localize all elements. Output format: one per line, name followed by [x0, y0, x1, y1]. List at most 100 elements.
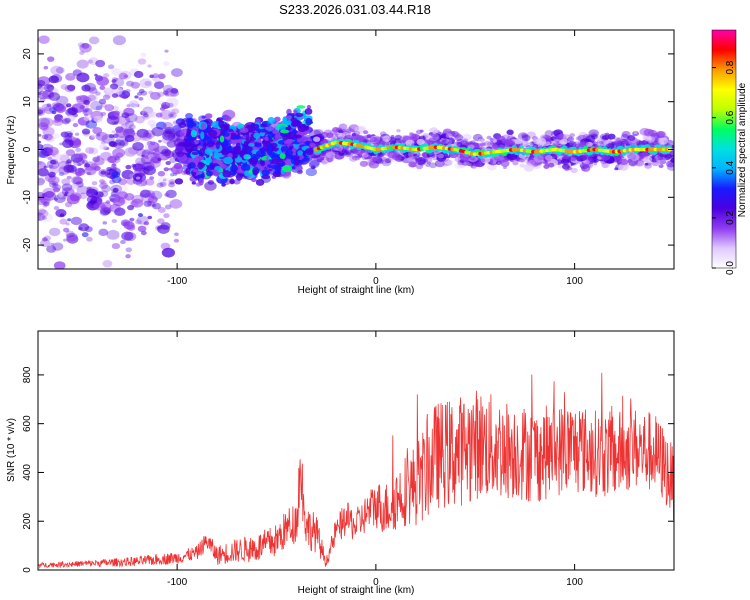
spectral-blob [42, 187, 56, 198]
spectral-blob [185, 167, 192, 175]
spectral-blob [59, 213, 65, 217]
spectral-blob [305, 140, 310, 146]
spectral-blob [169, 113, 175, 118]
spectral-blob [223, 156, 233, 165]
spectral-blob [440, 139, 449, 146]
spectral-blob [310, 165, 316, 170]
spectral-blob [146, 151, 153, 156]
spectral-blob [219, 135, 225, 143]
spectral-blob [149, 111, 158, 118]
spectral-blob [173, 238, 180, 243]
spectral-blob [70, 183, 79, 190]
spectral-blob [111, 93, 119, 98]
spectral-blob [519, 137, 529, 145]
spectral-blob [111, 77, 118, 82]
spectral-blob [38, 35, 50, 44]
spectral-blob [505, 153, 514, 159]
spectral-blob [359, 160, 368, 167]
spectral-blob [53, 183, 58, 187]
spectral-blob [44, 191, 55, 198]
spectral-blob [166, 109, 176, 116]
spectral-blob [559, 134, 567, 140]
spectral-blob [147, 64, 152, 68]
spectral-blob [292, 119, 302, 127]
spectral-blob [215, 141, 220, 150]
spectral-blob [38, 161, 47, 171]
spectral-blob [293, 134, 303, 139]
spectral-blob [110, 191, 119, 197]
spectral-blob [255, 179, 265, 186]
spectral-blob [126, 104, 131, 108]
spectral-blob [244, 170, 250, 177]
spectral-blob [66, 159, 72, 164]
spectral-blob [161, 104, 168, 109]
spectral-blob [492, 144, 498, 150]
spectral-blob [51, 110, 57, 115]
spectral-blob [151, 126, 165, 137]
spectral-blob [381, 158, 392, 167]
spectral-blob [64, 84, 75, 93]
spectral-blob [560, 158, 570, 165]
spectral-blob [48, 164, 54, 169]
spectral-blob [61, 183, 73, 192]
spectral-blob [174, 178, 184, 185]
spectral-blob [135, 157, 146, 166]
spectral-blob [38, 122, 49, 130]
spectral-blob [415, 160, 421, 164]
spectral-blob [38, 109, 44, 115]
spectral-blob [147, 195, 158, 204]
spectral-blob [363, 130, 369, 135]
spectral-blob [80, 72, 86, 77]
spectral-blob [126, 178, 136, 185]
spectral-blob [492, 139, 497, 143]
spectral-blob [131, 198, 144, 208]
spectral-blob [79, 43, 92, 53]
spectral-blob [500, 160, 510, 167]
spectral-blob [165, 153, 172, 159]
spectral-blob [607, 133, 616, 140]
spectral-blob [414, 156, 423, 162]
spectral-blob [157, 176, 170, 186]
spectral-blob [112, 196, 126, 207]
spectral-blob [519, 163, 525, 168]
spectral-blob [41, 134, 49, 140]
spectral-blob [134, 95, 139, 99]
spectral-blob [341, 149, 350, 156]
spectral-blob [129, 217, 135, 222]
spectral-blob [39, 97, 46, 103]
spectral-blob [255, 127, 260, 132]
spectral-blob [109, 83, 119, 90]
spectral-blob [240, 163, 251, 172]
spectral-blob [279, 124, 286, 131]
spectral-blob [108, 134, 115, 139]
spectral-blob [657, 155, 664, 160]
spectral-blob [104, 104, 115, 112]
top-y-axis: -20 -10 0 10 20 [22, 48, 674, 252]
spectral-blob [629, 138, 638, 145]
spectral-blob [165, 97, 179, 108]
spectral-blob [40, 117, 54, 128]
spectral-blob [533, 138, 541, 145]
spectral-blob [614, 137, 623, 144]
spectral-blob [640, 140, 647, 146]
spectral-blob [490, 139, 500, 147]
spectral-blob [155, 225, 163, 231]
spectral-blob [332, 127, 340, 133]
spectral-blob [598, 140, 604, 145]
spectral-blob [585, 141, 593, 147]
spectral-blob [466, 160, 474, 167]
spectral-blob [253, 132, 261, 139]
spectral-blob [294, 157, 300, 166]
spectral-blob [175, 170, 180, 174]
spectral-blob [605, 132, 610, 136]
spectral-blob [544, 130, 554, 137]
spectral-blob [200, 122, 207, 131]
spectral-blob [150, 141, 156, 146]
spectral-blob [486, 142, 492, 146]
top-x-tick-label: -100 [167, 276, 187, 287]
spectral-blob [82, 159, 88, 165]
spectral-blob [121, 231, 134, 241]
spectral-blob [103, 73, 110, 78]
spectral-blob [47, 94, 52, 98]
spectral-blob [121, 112, 130, 119]
